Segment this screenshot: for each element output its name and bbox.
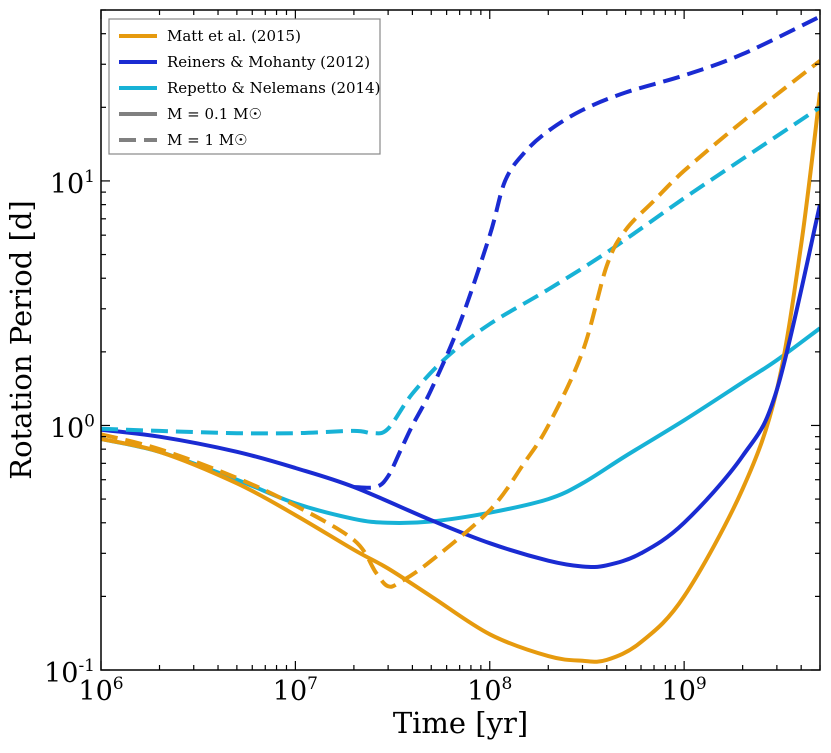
plot-frame: [100, 9, 821, 671]
x-tick-label: 106: [78, 674, 123, 707]
y-tick-label: 101: [50, 167, 95, 200]
x-tick-label: 107: [273, 674, 318, 707]
series-line-repetto-nelemans-2014-m1: [101, 105, 820, 436]
legend-label: M = 0.1 M☉: [167, 105, 262, 123]
series-line-matt-et-al-2015-m1: [101, 59, 820, 589]
tick-labels: 106 107 108 109 10-1 100 101: [44, 167, 707, 707]
legend-label: Matt et al. (2015): [167, 27, 301, 45]
series-lines: [101, 14, 820, 664]
legend-label: M = 1 M☉: [167, 131, 248, 149]
x-tick-label: 108: [467, 674, 512, 707]
y-axis-title: Rotation Period [d]: [4, 200, 38, 479]
legend: Matt et al. (2015) Reiners & Mohanty (201…: [108, 18, 381, 155]
x-tick-label: 109: [662, 674, 707, 707]
y-tick-label: 100: [50, 411, 95, 444]
series-line-reiners-mohanty-2012-m1: [353, 14, 820, 490]
legend-label: Reiners & Mohanty (2012): [167, 53, 370, 71]
axis-ticks: [100, 9, 821, 671]
series-line-reiners-mohanty-2012-m01: [101, 204, 820, 570]
x-axis-title: Time [yr]: [393, 706, 528, 740]
legend-label: Repetto & Nelemans (2014): [167, 79, 380, 97]
y-tick-label: 10-1: [44, 656, 95, 689]
